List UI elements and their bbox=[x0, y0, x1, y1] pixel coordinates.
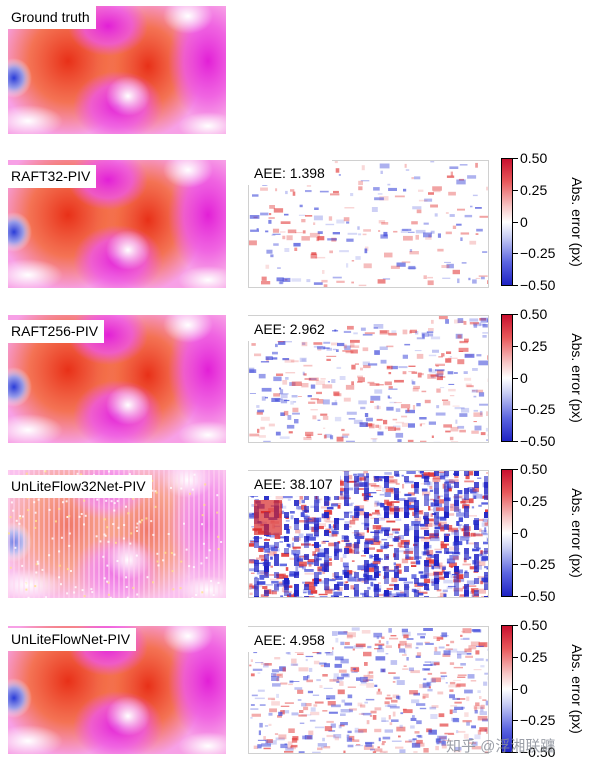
flow-field-image bbox=[8, 160, 226, 288]
colorbar-tick bbox=[513, 314, 518, 315]
panel-label: Ground truth bbox=[8, 6, 96, 29]
aee-value: AEE: 4.958 bbox=[248, 627, 332, 652]
colorbar-tick-label: 0 bbox=[520, 214, 528, 230]
aee-value: AEE: 2.962 bbox=[248, 316, 332, 341]
colorbar-tick bbox=[513, 533, 518, 534]
colorbar-tick bbox=[513, 657, 518, 658]
colorbar-tick bbox=[513, 441, 518, 442]
colorbar-tick-label: 0.25 bbox=[520, 338, 548, 354]
colorbar-tick bbox=[513, 596, 518, 597]
colorbar-tick-label: 0.25 bbox=[520, 493, 548, 509]
watermark: 知乎 @浮湘联躔 bbox=[446, 738, 556, 755]
colorbar bbox=[501, 469, 513, 597]
colorbar-tick-label: 0.50 bbox=[520, 150, 548, 166]
colorbar-tick-label: 0 bbox=[520, 681, 528, 697]
colorbar-tick-label: −0.25 bbox=[520, 712, 556, 728]
colorbar-tick bbox=[513, 501, 518, 502]
colorbar-tick-label: −0.50 bbox=[520, 744, 556, 760]
colorbar-tick-label: 0 bbox=[520, 370, 528, 386]
colorbar-tick bbox=[513, 625, 518, 626]
colorbar-tick bbox=[513, 689, 518, 690]
colorbar-tick bbox=[513, 158, 518, 159]
colorbar-tick-label: −0.25 bbox=[520, 556, 556, 572]
colorbar-tick-label: 0.25 bbox=[520, 182, 548, 198]
colorbar bbox=[501, 314, 513, 442]
colorbar-tick-label: −0.50 bbox=[520, 433, 556, 449]
colorbar-tick bbox=[513, 346, 518, 347]
colorbar-tick-label: 0.50 bbox=[520, 306, 548, 322]
colorbar-tick bbox=[513, 190, 518, 191]
colorbar-tick bbox=[513, 720, 518, 721]
panel-label: RAFT32-PIV bbox=[8, 165, 97, 188]
colorbar-tick bbox=[513, 752, 518, 753]
flow-field-image bbox=[8, 6, 226, 134]
colorbar-tick bbox=[513, 378, 518, 379]
panel-label: UnLiteFlow32Net-PIV bbox=[8, 475, 152, 498]
aee-value: AEE: 1.398 bbox=[248, 160, 332, 185]
colorbar-label-text: Abs. error (px) bbox=[569, 333, 585, 423]
panel-label: UnLiteFlowNet-PIV bbox=[8, 628, 137, 651]
colorbar-label: Abs. error (px) bbox=[562, 158, 592, 286]
colorbar-tick bbox=[513, 469, 518, 470]
colorbar-label-text: Abs. error (px) bbox=[569, 177, 585, 267]
colorbar-tick bbox=[513, 285, 518, 286]
colorbar-label: Abs. error (px) bbox=[562, 625, 592, 753]
colorbar-label-text: Abs. error (px) bbox=[569, 644, 585, 734]
colorbar-tick-label: 0 bbox=[520, 525, 528, 541]
panel-label: RAFT256-PIV bbox=[8, 320, 105, 343]
colorbar-tick-label: 0.50 bbox=[520, 461, 548, 477]
colorbar-tick-label: −0.50 bbox=[520, 588, 556, 604]
flow-field-image bbox=[8, 315, 226, 443]
colorbar bbox=[501, 625, 513, 753]
colorbar-tick bbox=[513, 222, 518, 223]
colorbar-tick-label: −0.25 bbox=[520, 401, 556, 417]
colorbar-tick bbox=[513, 253, 518, 254]
colorbar-tick bbox=[513, 409, 518, 410]
colorbar-tick-label: −0.25 bbox=[520, 245, 556, 261]
colorbar-label-text: Abs. error (px) bbox=[569, 488, 585, 578]
colorbar-label: Abs. error (px) bbox=[562, 314, 592, 442]
colorbar-tick-label: 0.50 bbox=[520, 617, 548, 633]
aee-value: AEE: 38.107 bbox=[248, 471, 340, 496]
colorbar-tick bbox=[513, 564, 518, 565]
colorbar-label: Abs. error (px) bbox=[562, 469, 592, 597]
colorbar-tick-label: −0.50 bbox=[520, 277, 556, 293]
colorbar-tick-label: 0.25 bbox=[520, 649, 548, 665]
colorbar bbox=[501, 158, 513, 286]
